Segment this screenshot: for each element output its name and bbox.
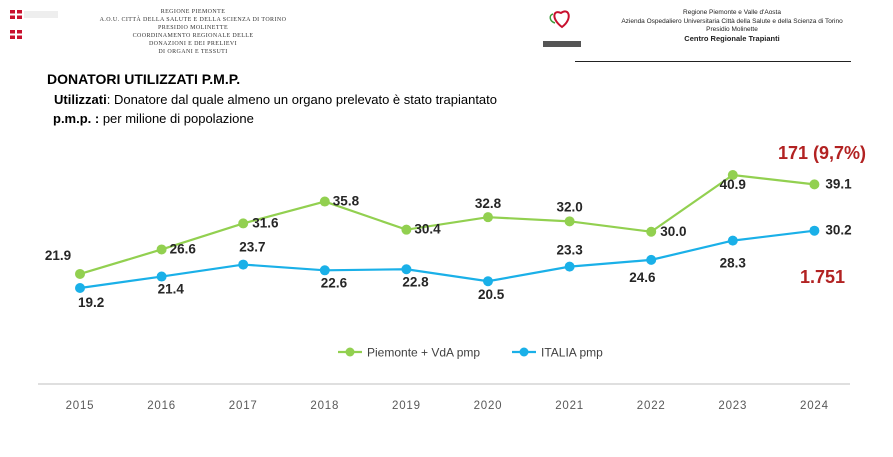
- data-label: 31.6: [252, 215, 279, 230]
- data-point: [727, 170, 738, 180]
- header-divider: [575, 61, 851, 62]
- data-label: 20.5: [478, 287, 505, 302]
- data-point: [401, 224, 412, 235]
- data-label: 22.8: [402, 274, 429, 289]
- data-point: [75, 268, 85, 279]
- data-point: [727, 235, 738, 246]
- data-point: [483, 212, 493, 223]
- data-point: [319, 196, 330, 207]
- data-point: [564, 216, 575, 227]
- data-label: 23.7: [239, 240, 265, 255]
- x-tick-label: 2016: [147, 400, 176, 412]
- left-header-text: REGIONE PIEMONTE A.O.U. CITTÀ DELLA SALU…: [99, 9, 287, 55]
- data-label: 35.8: [333, 194, 360, 209]
- data-label: 24.6: [629, 270, 656, 285]
- series-line-1: [79, 229, 815, 290]
- x-tick-label: 2022: [637, 400, 666, 412]
- data-point: [809, 179, 820, 190]
- right-header-text: Regione Piemonte e Valle d'Aosta Azienda…: [621, 9, 843, 43]
- total-italia-label: 1.751: [800, 267, 846, 287]
- data-label: 30.4: [414, 222, 441, 237]
- data-label: 19.2: [78, 295, 104, 310]
- data-point: [75, 283, 85, 293]
- page-header: REGIONE PIEMONTE A.O.U. CITTÀ DELLA SALU…: [0, 0, 893, 62]
- data-label: 32.8: [475, 196, 502, 211]
- data-label: 26.6: [170, 241, 197, 256]
- data-label: 39.1: [825, 176, 852, 191]
- data-point: [238, 259, 249, 270]
- data-point: [156, 244, 167, 255]
- x-tick-label: 2018: [310, 400, 339, 412]
- legend-marker: [519, 347, 529, 357]
- page-title: DONATORI UTILIZZATI P.M.P.: [47, 71, 241, 87]
- x-tick-label: 2023: [718, 400, 747, 412]
- definition-pmp: p.m.p. : per milione di popolazione: [53, 111, 254, 126]
- legend-marker: [345, 347, 355, 357]
- data-point: [809, 225, 820, 236]
- centro-trapianti-logo: [543, 10, 581, 47]
- total-piemonte-label: 171 (9,7%): [778, 143, 867, 163]
- regione-piemonte-logo: [10, 10, 58, 39]
- x-tick-label: 2020: [474, 400, 503, 412]
- x-tick-label: 2019: [392, 400, 421, 412]
- legend-label: Piemonte + VdA pmp: [367, 346, 480, 360]
- x-tick-label: 2017: [229, 400, 258, 412]
- data-label: 28.3: [720, 256, 747, 271]
- x-tick-label: 2021: [555, 400, 584, 412]
- definition-utilizzati: Utilizzati: Donatore dal quale almeno un…: [54, 92, 498, 107]
- x-tick-label: 2015: [66, 400, 95, 412]
- legend-label: ITALIA pmp: [541, 346, 603, 360]
- data-label: 30.2: [825, 223, 851, 238]
- data-point: [646, 254, 657, 265]
- data-point: [156, 271, 167, 282]
- data-label: 21.9: [45, 248, 71, 263]
- data-point: [483, 276, 493, 287]
- data-point: [238, 218, 249, 229]
- data-label: 22.6: [321, 275, 348, 290]
- data-point: [319, 265, 330, 276]
- data-label: 32.0: [556, 199, 582, 214]
- data-point: [646, 226, 657, 237]
- data-label: 21.4: [158, 282, 185, 297]
- data-label: 40.9: [720, 177, 746, 192]
- data-label: 30.0: [660, 224, 686, 239]
- data-point: [564, 261, 575, 272]
- data-point: [401, 264, 412, 275]
- series-line-0: [79, 173, 815, 275]
- data-label: 23.3: [556, 243, 583, 258]
- x-tick-label: 2024: [800, 400, 829, 412]
